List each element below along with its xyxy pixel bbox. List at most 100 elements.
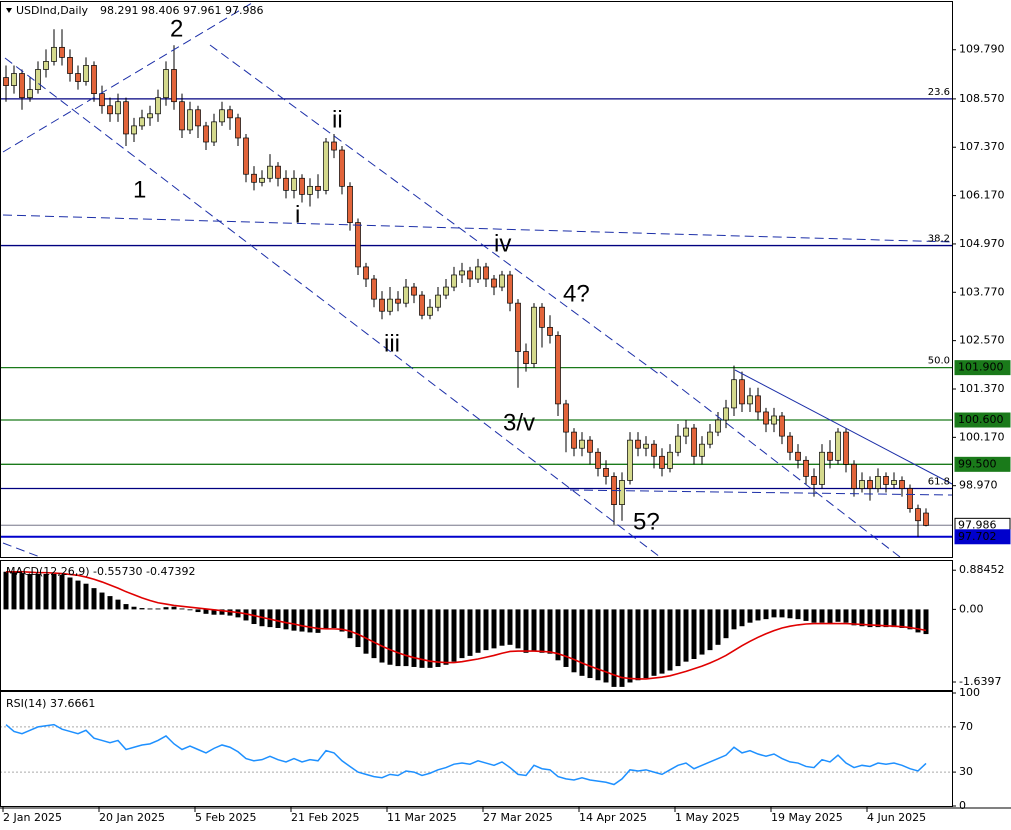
candle-body [427,306,433,316]
wave-label: 4? [563,280,590,307]
candle-body [91,65,97,95]
macd-bar [315,609,321,633]
macd-bar [435,609,441,667]
macd-bar [179,608,185,610]
candle-body [587,439,593,453]
candle-body [531,306,537,364]
y-tick-label: 100.170 [959,430,1005,443]
trend-line [569,489,953,496]
macd-bar [523,609,529,653]
price-box [954,456,1011,472]
macd-bar [475,609,481,653]
fib-label: 38.2 [928,234,950,245]
candle-body [51,46,57,62]
macd-bar [483,609,489,651]
macd-bar [707,609,713,651]
ohlc-high: 98.406 [141,4,180,17]
wave-label: 2 [170,15,183,42]
macd-bar [123,604,129,610]
ohlc-open: 98.291 [100,4,139,17]
macd-bar [579,609,585,676]
candle-body [43,61,49,70]
candle-body [235,117,241,139]
macd-bar [507,609,513,645]
candle-body [435,294,441,308]
macd-bar [387,609,393,665]
wave-label: 5? [633,508,660,535]
candle-body [35,69,41,90]
macd-bar [803,609,809,621]
candle-body [363,266,369,280]
header: USDInd,Daily 98.291 98.406 97.961 97.986… [6,4,264,710]
macd-bar [267,609,273,628]
macd-bar [419,609,425,668]
candle-body [915,508,921,522]
fib-label: 61.8 [928,477,950,488]
candle-body [899,480,905,489]
macd-bar [371,609,377,659]
macd-bar [139,608,145,610]
macd-bar [771,609,777,618]
macd-bar [467,609,473,656]
candle-body [27,89,33,99]
candle-body [171,69,177,103]
rsi-line [5,723,927,786]
y-tick-label: 0.88452 [959,563,1005,576]
macd-bar [75,580,81,610]
macd-bar [531,609,537,652]
macd-bar [595,609,601,681]
candle-body [627,439,633,481]
macd-bar [355,609,361,648]
candle-body [83,65,89,82]
candle-body [411,286,417,296]
candle-body [19,73,25,99]
y-tick-label: 106.170 [959,189,1005,202]
candle-body [811,476,817,485]
candle-body [123,101,129,135]
candle-body [163,69,169,99]
macd-bar [363,609,369,654]
candle-body [467,270,473,280]
macd-bar [51,573,57,610]
macd-bar [603,609,609,683]
price-box-label: 101.900 [958,361,1004,374]
candle-body [755,395,761,413]
candle-body [443,286,449,296]
candle-body [459,270,465,276]
macd-bar [619,609,625,687]
candle-body [555,335,561,405]
candle-body [819,451,825,485]
fib-label: 23.6 [928,87,950,98]
candle-body [675,435,681,453]
macd-bar [643,609,649,679]
macd-title: MACD(12,26,9) -0.55730 -0.47392 [6,565,195,578]
y-tick-label: -1.6397 [959,675,1001,688]
macd-bar [19,573,25,610]
macd-bar [395,609,401,667]
macd-bar [155,608,161,610]
candle-body [771,415,777,425]
macd-bar [235,609,241,618]
candle-body [107,105,113,115]
candle-body [187,109,193,131]
candle-body [483,266,489,280]
candle-body [219,109,225,123]
candle-body [403,286,409,304]
trend-line [2,542,41,558]
rsi-title: RSI(14) 37.6661 [6,697,95,710]
candle-body [563,403,569,433]
trend-line [4,57,661,558]
panel-frame [0,691,953,807]
macd-bar [915,609,921,633]
candle-body [843,431,849,465]
macd-bar [443,609,449,665]
macd-bar [299,609,305,632]
candle-body [739,379,745,405]
candle-body [643,443,649,449]
candle-body [515,302,521,352]
macd-bar [787,609,793,619]
macd-bar [291,609,297,631]
x-tick-label: 19 May 2025 [771,811,843,824]
y-tick-label: 0.00 [959,602,984,615]
candle-body [99,93,105,107]
